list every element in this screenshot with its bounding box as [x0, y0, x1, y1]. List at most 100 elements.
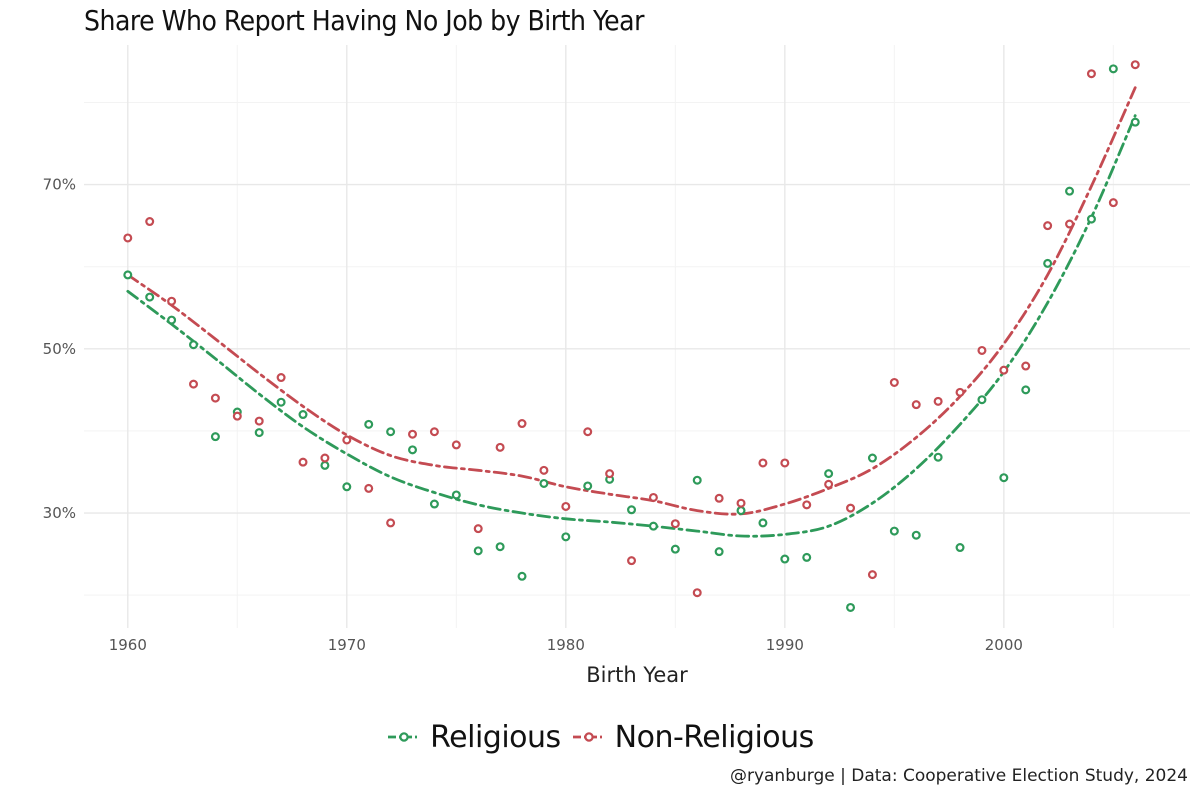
religious-point [627, 505, 637, 515]
religious-point [648, 521, 658, 531]
non-religious-point [320, 453, 330, 463]
y-tick-label: 30% [43, 504, 76, 522]
x-tick-label: 1980 [547, 636, 585, 654]
minor-gridlines [84, 45, 1190, 628]
religious-point [1065, 186, 1075, 196]
non-religious-point [1130, 60, 1140, 70]
non-religious-point [648, 492, 658, 502]
non-religious-point [955, 387, 965, 397]
religious-point [692, 475, 702, 485]
religious-point [473, 546, 483, 556]
religious-point [320, 460, 330, 470]
legend-key-non-religious [572, 732, 605, 742]
religious-point [210, 432, 220, 442]
non-religious-point [364, 483, 374, 493]
religious-point [802, 552, 812, 562]
legend-label-religious: Religious [430, 719, 561, 755]
religious-point [846, 602, 856, 612]
non-religious-point [495, 442, 505, 452]
religious-point [517, 571, 527, 581]
non-religious-point [889, 377, 899, 387]
religious-point [1108, 64, 1118, 74]
non-religious-point [539, 465, 549, 475]
non-religious-point [714, 493, 724, 503]
religious-point [933, 452, 943, 462]
non-religious-point [736, 498, 746, 508]
non-religious-point [999, 365, 1009, 375]
non-religious-point [429, 427, 439, 437]
non-religious-point [670, 519, 680, 529]
religious-point [1021, 385, 1031, 395]
religious-point [451, 490, 461, 500]
non-religious-point [1021, 361, 1031, 371]
non-religious-point [167, 296, 177, 306]
non-religious-point [517, 419, 527, 429]
religious-point [714, 547, 724, 557]
religious-trend-line [126, 114, 1137, 538]
religious-point [824, 469, 834, 479]
religious-point [342, 482, 352, 492]
religious-point [145, 292, 155, 302]
x-axis-title: Birth Year [586, 663, 688, 687]
non-religious-point [977, 345, 987, 355]
non-religious-point [867, 570, 877, 580]
non-religious-point [561, 501, 571, 511]
religious-point [889, 526, 899, 536]
non-religious-trend-line [126, 86, 1137, 516]
y-tick-label: 70% [43, 176, 76, 194]
non-religious-point [758, 458, 768, 468]
non-religious-point [408, 429, 418, 439]
data-points [123, 60, 1140, 612]
x-tick-label: 1970 [328, 636, 366, 654]
non-religious-point [232, 411, 242, 421]
non-religious-point [692, 588, 702, 598]
non-religious-point [342, 435, 352, 445]
major-gridlines [84, 45, 1190, 628]
y-tick-label: 50% [43, 340, 76, 358]
legend-item-religious: Religious [386, 720, 561, 755]
legend-label-non-religious: Non-Religious [614, 719, 815, 755]
religious-point [670, 544, 680, 554]
non-religious-point [254, 416, 264, 426]
non-religious-point [846, 503, 856, 513]
religious-point [1086, 214, 1096, 224]
non-religious-point [1108, 198, 1118, 208]
caption: @ryanburge | Data: Cooperative Election … [729, 766, 1188, 786]
legend-item-non-religious: Non-Religious [571, 720, 814, 755]
religious-point [189, 340, 199, 350]
non-religious-point [276, 373, 286, 383]
religious-point [539, 478, 549, 488]
religious-point [123, 270, 133, 280]
non-religious-point [473, 524, 483, 534]
non-religious-point [189, 379, 199, 389]
religious-point [364, 419, 374, 429]
x-tick-label: 1960 [109, 636, 147, 654]
legend-key-religious [388, 732, 421, 742]
legend: Religious Non-Religious [0, 712, 1200, 762]
non-religious-point [780, 458, 790, 468]
religious-point [999, 473, 1009, 483]
trend-lines [126, 86, 1137, 538]
non-religious-point [451, 440, 461, 450]
religious-point [276, 397, 286, 407]
non-religious-point [911, 400, 921, 410]
religious-point [955, 543, 965, 553]
religious-point [911, 530, 921, 540]
non-religious-point [145, 217, 155, 227]
non-religious-point [1086, 69, 1096, 79]
religious-point [867, 453, 877, 463]
non-religious-point [210, 393, 220, 403]
x-tick-label: 2000 [985, 636, 1023, 654]
religious-point [254, 428, 264, 438]
religious-point [429, 499, 439, 509]
religious-point [1130, 117, 1140, 127]
non-religious-point [627, 556, 637, 566]
non-religious-point [1043, 221, 1053, 231]
religious-point [977, 395, 987, 405]
non-religious-point [123, 233, 133, 243]
non-religious-point [1065, 219, 1075, 229]
non-religious-point [933, 396, 943, 406]
religious-point [758, 518, 768, 528]
religious-point [495, 542, 505, 552]
religious-point [298, 410, 308, 420]
